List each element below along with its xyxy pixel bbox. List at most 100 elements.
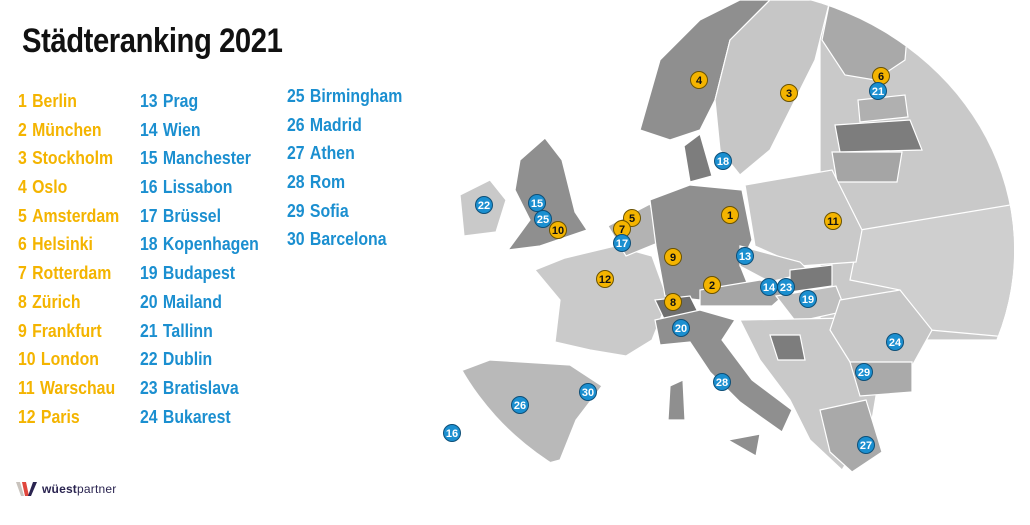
- marker-circle: [703, 276, 721, 294]
- marker-circle: [672, 319, 690, 337]
- marker-label: 4: [696, 75, 703, 87]
- ranking-number: 26: [287, 114, 305, 135]
- city-marker-15: 15: [528, 194, 546, 212]
- marker-circle: [475, 196, 493, 214]
- city-marker-8: 8: [664, 293, 682, 311]
- ranking-number: 12: [18, 406, 36, 427]
- ranking-number: 2: [18, 119, 27, 140]
- page-title: Städteranking 2021: [22, 22, 283, 60]
- city-marker-25: 25: [534, 210, 552, 228]
- ranking-item: 30 Barcelona: [287, 225, 402, 254]
- marker-label: 27: [860, 440, 872, 452]
- ranking-number: 25: [287, 86, 305, 106]
- city-marker-17: 17: [613, 234, 631, 252]
- ranking-number: 19: [140, 263, 158, 284]
- ranking-city: Warschau: [40, 377, 116, 398]
- ranking-item: 28 Rom: [287, 168, 402, 197]
- ranking-item: 29 Sofia: [287, 197, 402, 226]
- ranking-city: Helsinki: [32, 234, 93, 255]
- ranking-city: Zürich: [32, 291, 81, 312]
- marker-circle: [799, 290, 817, 308]
- marker-label: 10: [552, 225, 564, 237]
- marker-circle: [579, 383, 597, 401]
- ranking-number: 15: [140, 148, 158, 169]
- ranking-number: 9: [18, 320, 27, 341]
- ranking-number: 5: [18, 205, 27, 226]
- city-marker-27: 27: [857, 436, 875, 454]
- marker-label: 16: [446, 428, 458, 440]
- ranking-city: Wien: [162, 119, 201, 140]
- ranking-city: Brüssel: [162, 205, 222, 226]
- marker-circle: [780, 84, 798, 102]
- city-marker-26: 26: [511, 396, 529, 414]
- ranking-item: 13 Prag: [140, 87, 259, 116]
- marker-circle: [777, 278, 795, 296]
- ranking-number: 13: [140, 91, 158, 111]
- ranking-city: Paris: [40, 406, 80, 427]
- city-marker-10: 10: [549, 221, 567, 239]
- marker-circle: [886, 333, 904, 351]
- country-lithuania: [831, 151, 903, 183]
- city-marker-28: 28: [713, 373, 731, 391]
- ranking-item: 3 Stockholm: [18, 144, 119, 173]
- ranking-city: Bratislava: [162, 377, 239, 398]
- marker-circle: [736, 247, 754, 265]
- ranking-city: Frankfurt: [32, 320, 102, 341]
- ranking-city: Oslo: [32, 177, 68, 198]
- ranking-city: Prag: [162, 91, 199, 111]
- marker-label: 18: [717, 156, 729, 168]
- ranking-item: 1 Berlin: [18, 87, 119, 116]
- marker-label: 29: [858, 367, 870, 379]
- marker-label: 24: [889, 337, 902, 349]
- ranking-item: 15 Manchester: [140, 144, 259, 173]
- ranking-item: 20 Mailand: [140, 288, 259, 317]
- country-germany: [649, 184, 753, 301]
- ranking-city: Rotterdam: [32, 263, 112, 284]
- marker-label: 26: [514, 400, 526, 412]
- ranking-item: 4 Oslo: [18, 173, 119, 202]
- marker-circle: [596, 270, 614, 288]
- country-estonia: [857, 94, 909, 123]
- marker-label: 13: [739, 251, 751, 263]
- city-marker-6: 6: [872, 67, 890, 85]
- ranking-city: Bukarest: [162, 406, 231, 427]
- ranking-number: 20: [140, 291, 158, 312]
- marker-circle: [714, 152, 732, 170]
- ranking-number: 24: [140, 406, 158, 427]
- marker-label: 12: [599, 274, 611, 286]
- city-marker-21: 21: [869, 82, 887, 100]
- ranking-city: Madrid: [309, 114, 362, 135]
- marker-circle: [690, 71, 708, 89]
- ranking-item: 18 Kopenhagen: [140, 230, 259, 259]
- marker-circle: [857, 436, 875, 454]
- ranking-number: 7: [18, 263, 27, 284]
- ranking-city: Tallinn: [162, 320, 213, 341]
- marker-label: 5: [629, 213, 635, 225]
- city-marker-24: 24: [886, 333, 904, 351]
- ranking-number: 30: [287, 229, 305, 250]
- ranking-item: 14 Wien: [140, 116, 259, 145]
- country-denmark: [683, 132, 713, 183]
- country-france: [534, 245, 669, 357]
- marker-label: 22: [478, 200, 490, 212]
- country-spain: [449, 359, 603, 477]
- marker-label: 11: [827, 216, 839, 228]
- city-marker-9: 9: [664, 248, 682, 266]
- city-marker-14: 14: [760, 278, 778, 296]
- city-marker-22: 22: [475, 196, 493, 214]
- marker-circle: [613, 234, 631, 252]
- marker-circle: [443, 424, 461, 442]
- city-marker-23: 23: [777, 278, 795, 296]
- ranking-city: Budapest: [162, 263, 236, 284]
- ranking-number: 17: [140, 205, 158, 226]
- ranking-item: 23 Bratislava: [140, 374, 259, 403]
- city-marker-18: 18: [714, 152, 732, 170]
- ranking-item: 12 Paris: [18, 403, 119, 432]
- ranking-city: Barcelona: [309, 229, 387, 250]
- ranking-number: 22: [140, 349, 158, 370]
- marker-circle: [511, 396, 529, 414]
- ranking-item: 21 Tallinn: [140, 317, 259, 346]
- ranking-number: 23: [140, 377, 158, 398]
- city-marker-11: 11: [824, 212, 842, 230]
- marker-label: 21: [872, 86, 884, 98]
